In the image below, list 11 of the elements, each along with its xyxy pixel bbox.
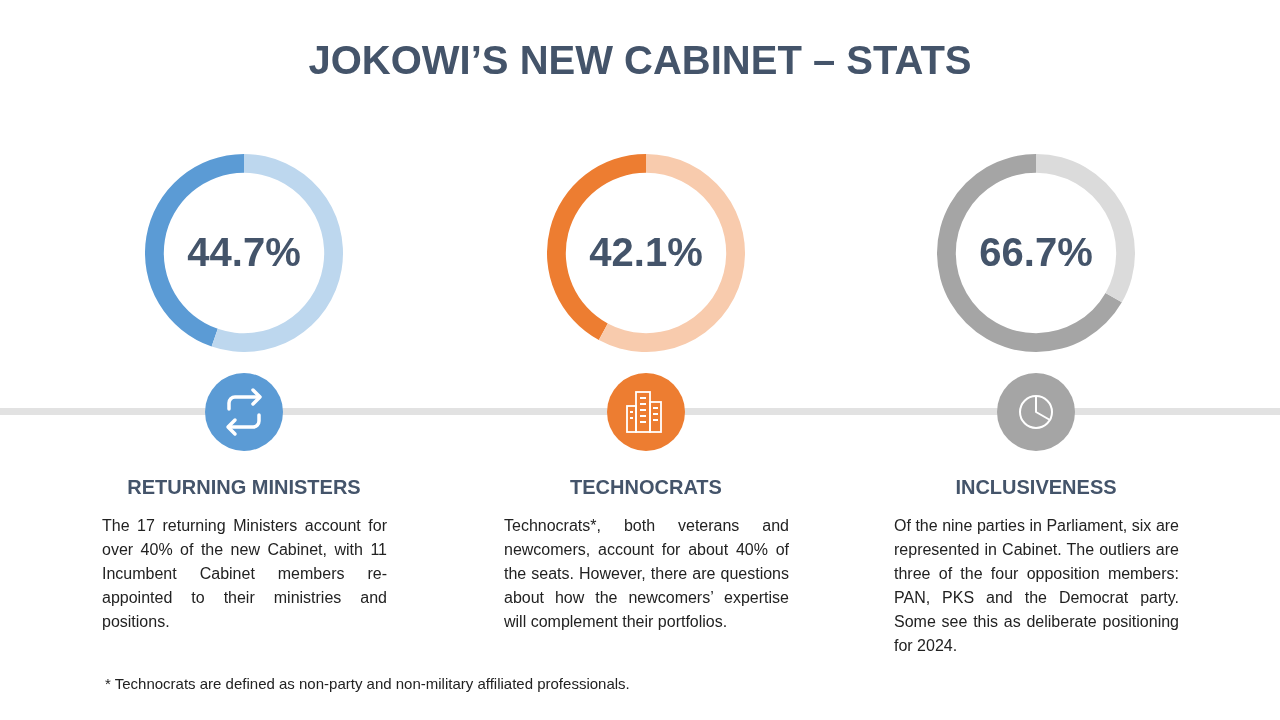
data-label: 44.7% (187, 230, 301, 275)
text: INCLUSIVENESS (954, 476, 1118, 499)
text: The 17 returning Ministers account for over 40% of the new Cabinet, with 11 Incumbent Cabinet members re-appointed to their ministries and positions. (102, 516, 387, 632)
text: RETURNING MINISTERS (126, 476, 362, 499)
text: JOKOWI’S NEW CABINET – STATS (307, 38, 973, 83)
data-label: 66.7% (979, 230, 1093, 275)
text: TECHNOCRATS (569, 476, 723, 499)
data-label: 42.1% (589, 230, 703, 275)
text: * Technocrats are defined as non-party and non-military affiliated professionals. (105, 675, 630, 692)
text: Technocrats*, both veterans and newcomers, account for about 40% of the seats. However, there are questions about how the newcomers’ expertise will complement their portfolios. (504, 516, 789, 632)
text: Of the nine parties in Parliament, six are represented in Cabinet. The outliers are three of the four opposition members: PAN, PKS and the Democrat party. Some see this as deliberate positioning for 2024. (894, 516, 1179, 656)
